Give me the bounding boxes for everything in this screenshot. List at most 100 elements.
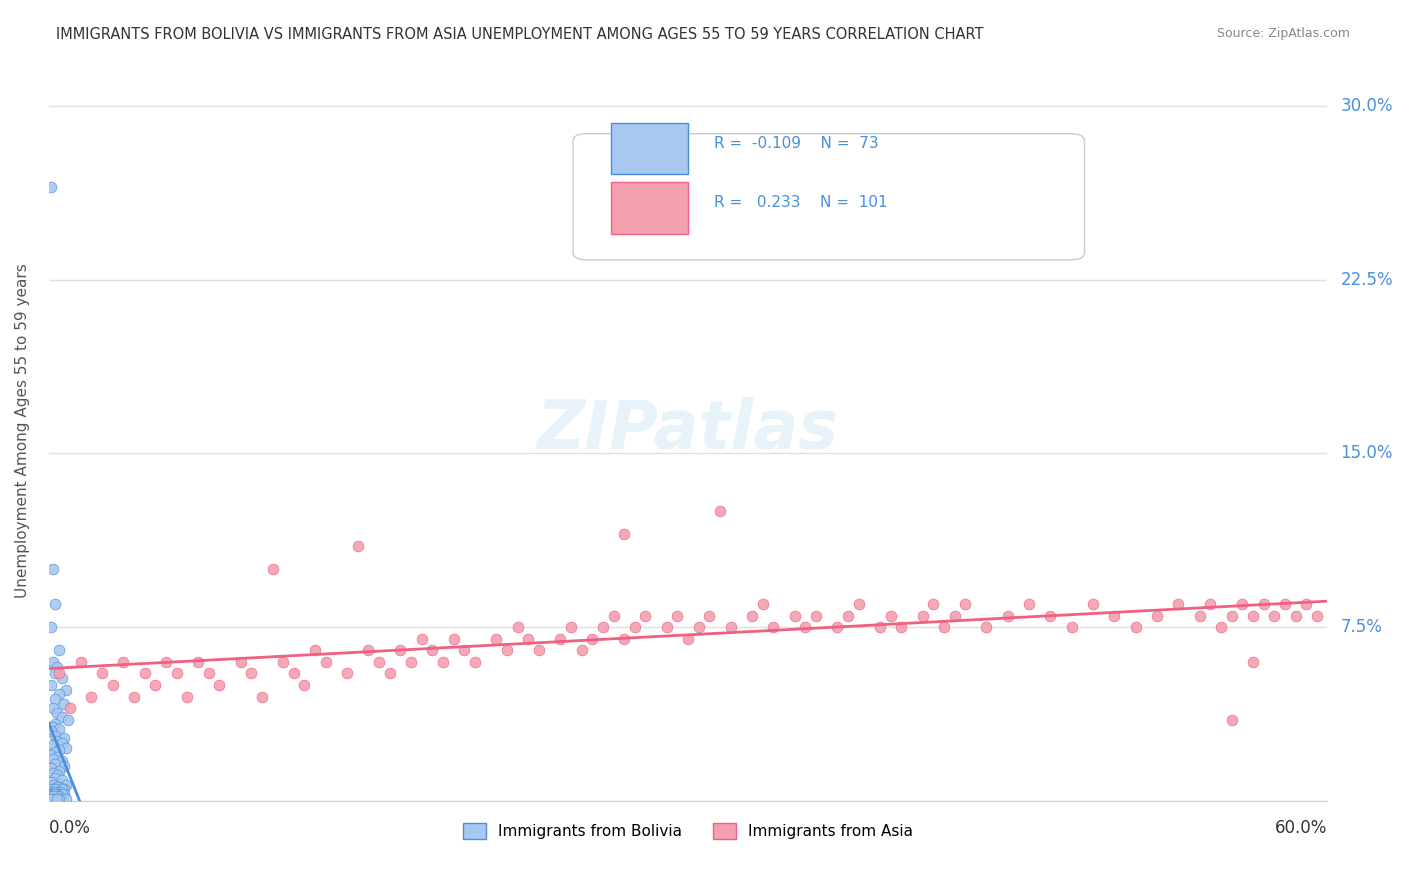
Point <box>1104 608 1126 623</box>
Point <box>794 620 817 634</box>
Point <box>602 608 624 623</box>
Point <box>197 666 219 681</box>
Point <box>39 724 62 739</box>
Point <box>39 747 62 762</box>
Point <box>1253 597 1275 611</box>
Point <box>44 756 66 771</box>
Point <box>176 690 198 704</box>
Point <box>336 666 359 681</box>
Legend: Immigrants from Bolivia, Immigrants from Asia: Immigrants from Bolivia, Immigrants from… <box>457 817 920 845</box>
Point <box>187 655 209 669</box>
Point <box>42 766 65 780</box>
Text: Source: ZipAtlas.com: Source: ZipAtlas.com <box>1216 27 1350 40</box>
Point <box>1188 608 1211 623</box>
Point <box>315 655 337 669</box>
Point <box>42 782 65 797</box>
Point <box>42 739 65 753</box>
Point <box>55 791 77 805</box>
Point <box>55 682 77 697</box>
Point <box>39 787 62 801</box>
Point <box>39 789 62 804</box>
Point <box>143 678 166 692</box>
Point <box>42 701 65 715</box>
Point <box>46 787 69 801</box>
Point <box>42 784 65 798</box>
Point <box>51 772 73 787</box>
Point <box>1241 608 1264 623</box>
Point <box>39 791 62 805</box>
Point <box>48 743 70 757</box>
Point <box>44 771 66 785</box>
Point <box>42 720 65 734</box>
Point <box>46 791 69 805</box>
Point <box>52 787 75 801</box>
Point <box>422 643 444 657</box>
Point <box>1241 655 1264 669</box>
Point <box>997 608 1019 623</box>
Point <box>560 620 582 634</box>
Text: ZIPatlas: ZIPatlas <box>537 397 839 463</box>
Point <box>44 666 66 681</box>
Point <box>46 780 69 794</box>
Point <box>592 620 614 634</box>
Point <box>1220 608 1243 623</box>
Point <box>42 787 65 801</box>
Point <box>44 745 66 759</box>
Point <box>55 740 77 755</box>
Point <box>517 632 540 646</box>
Point <box>271 655 294 669</box>
Point <box>112 655 135 669</box>
Point <box>48 789 70 804</box>
Point <box>48 784 70 798</box>
Text: R =  -0.109    N =  73: R = -0.109 N = 73 <box>714 136 879 151</box>
Point <box>42 789 65 804</box>
Point <box>1060 620 1083 634</box>
Point <box>51 710 73 724</box>
Point <box>42 778 65 792</box>
Point <box>762 620 785 634</box>
Point <box>46 733 69 747</box>
Point <box>283 666 305 681</box>
Point <box>1306 608 1329 623</box>
Point <box>48 780 70 794</box>
Point <box>676 632 699 646</box>
Point <box>240 666 263 681</box>
Point <box>51 736 73 750</box>
Point <box>848 597 870 611</box>
Point <box>943 608 966 623</box>
Point <box>44 717 66 731</box>
Point <box>976 620 998 634</box>
Point <box>44 787 66 801</box>
Point <box>39 761 62 775</box>
Text: 0.0%: 0.0% <box>49 820 90 838</box>
Point <box>42 655 65 669</box>
Point <box>432 655 454 669</box>
Point <box>1167 597 1189 611</box>
Point <box>48 722 70 736</box>
Point <box>52 782 75 797</box>
Point <box>52 731 75 746</box>
Point <box>55 778 77 792</box>
Point <box>890 620 912 634</box>
Point <box>304 643 326 657</box>
Point <box>1199 597 1222 611</box>
Point <box>932 620 955 634</box>
FancyBboxPatch shape <box>574 134 1084 260</box>
Point <box>39 775 62 789</box>
Point <box>39 620 62 634</box>
Point <box>46 706 69 720</box>
Point <box>911 608 934 623</box>
Text: R =   0.233    N =  101: R = 0.233 N = 101 <box>714 195 887 211</box>
Point <box>155 655 177 669</box>
Point <box>48 643 70 657</box>
Point <box>1220 713 1243 727</box>
Point <box>294 678 316 692</box>
Point <box>411 632 433 646</box>
Point <box>44 782 66 797</box>
Point <box>44 597 66 611</box>
Point <box>39 678 62 692</box>
Point <box>262 562 284 576</box>
Point <box>613 527 636 541</box>
Point <box>548 632 571 646</box>
Point <box>44 692 66 706</box>
